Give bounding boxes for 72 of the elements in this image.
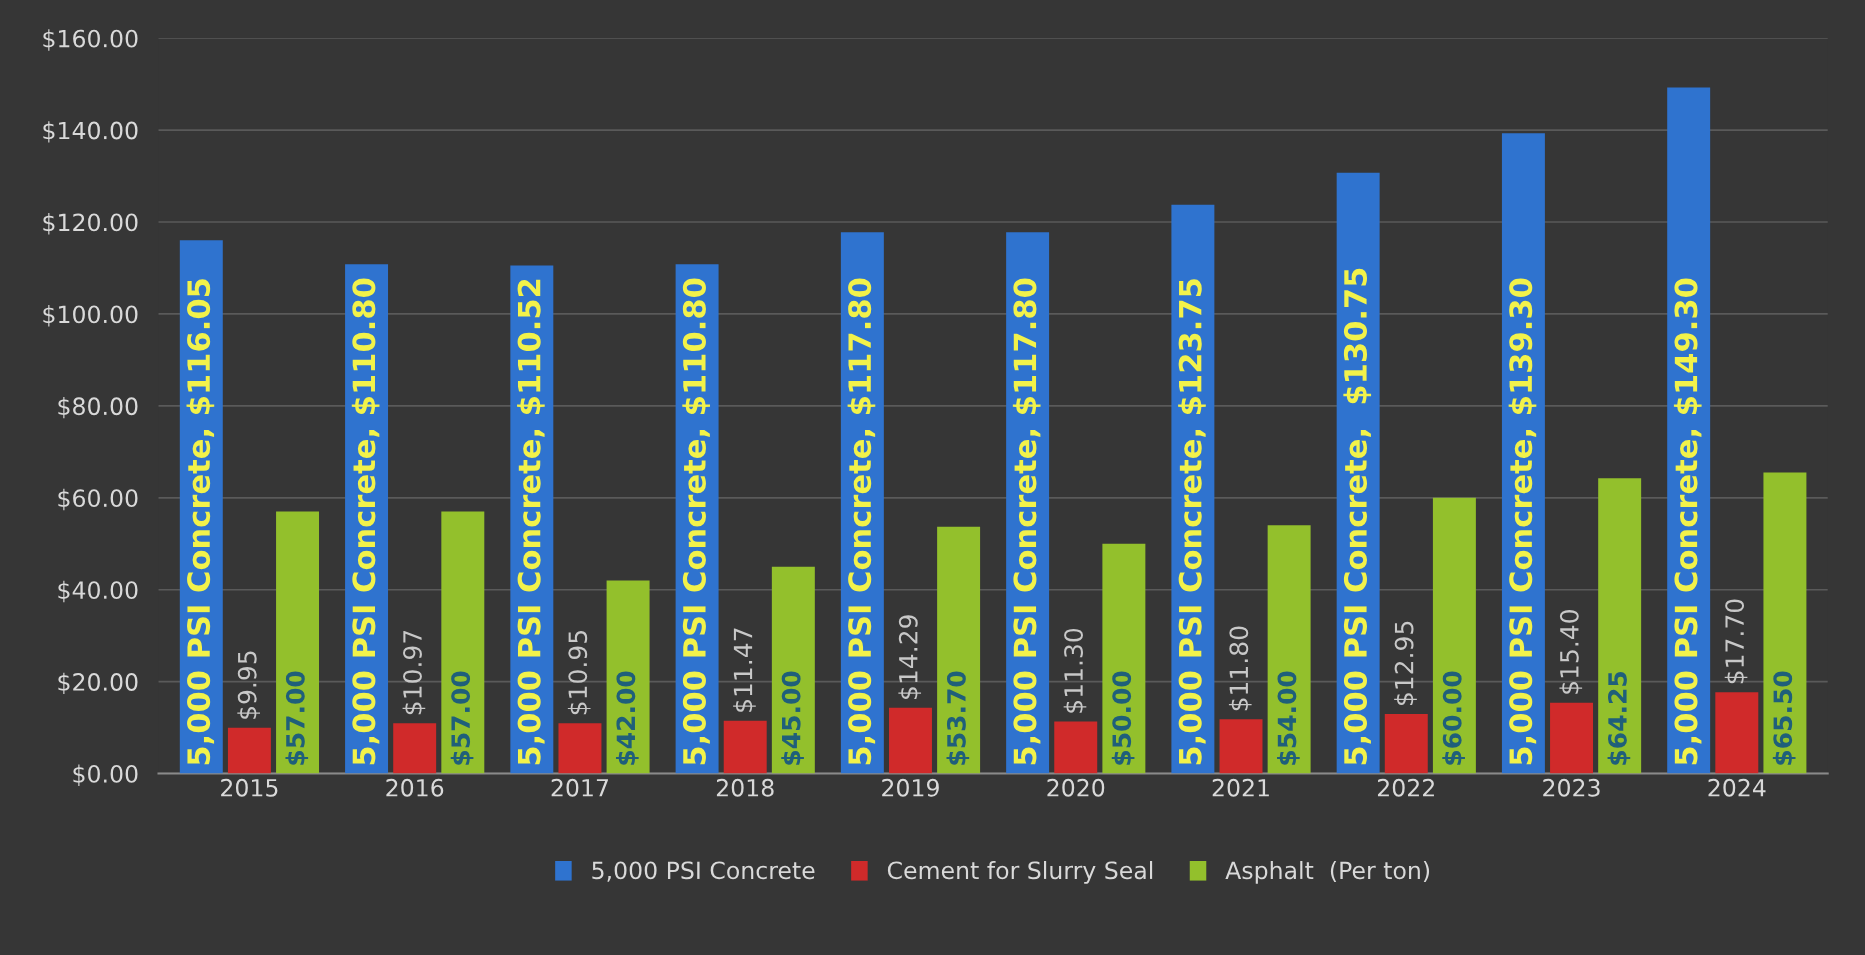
data-label: $9.95 xyxy=(237,651,260,719)
x-tick-label: 2023 xyxy=(1543,778,1600,797)
bar xyxy=(1763,472,1807,774)
data-label: $57.00 xyxy=(285,671,309,765)
data-label: 5,000 PSI Concrete, $130.75 xyxy=(1343,268,1372,765)
bar xyxy=(937,526,981,774)
y-tick-label: $100.00 xyxy=(43,304,138,327)
data-label: $57.00 xyxy=(450,671,474,765)
data-label: $65.50 xyxy=(1772,671,1796,765)
y-tick-label: $0.00 xyxy=(73,764,138,786)
bar xyxy=(276,511,320,774)
bar xyxy=(1102,543,1146,774)
y-tick-label: $20.00 xyxy=(58,672,138,695)
data-label: 5,000 PSI Concrete, $149.30 xyxy=(1673,278,1702,765)
y-tick-label: $40.00 xyxy=(58,580,138,603)
data-label: $60.00 xyxy=(1442,671,1465,765)
x-tick-label: 2020 xyxy=(1047,778,1105,797)
legend-label: 5,000 PSI Concrete xyxy=(592,861,815,882)
data-label: $50.00 xyxy=(1111,671,1135,765)
x-tick-label: 2016 xyxy=(386,778,444,797)
bar xyxy=(558,723,602,774)
data-label: $42.00 xyxy=(615,671,639,765)
data-label: $10.97 xyxy=(402,630,426,715)
data-label: $64.25 xyxy=(1607,671,1631,765)
y-tick-label: $60.00 xyxy=(58,488,138,511)
bar xyxy=(1219,719,1263,774)
data-label: $10.95 xyxy=(567,631,591,715)
y-tick-label: $80.00 xyxy=(58,396,138,419)
bar xyxy=(889,707,932,774)
data-label: $11.80 xyxy=(1228,626,1252,711)
bar xyxy=(227,727,271,774)
x-tick-label: 2024 xyxy=(1708,778,1766,797)
bar xyxy=(1550,702,1594,774)
legend-label: Asphalt (Per ton) xyxy=(1225,860,1430,884)
bar xyxy=(1715,692,1759,774)
y-tick-label: $120.00 xyxy=(43,213,138,235)
y-tick-label: $160.00 xyxy=(43,29,138,51)
bar xyxy=(606,580,650,774)
data-label: 5,000 PSI Concrete, $110.80 xyxy=(351,278,380,765)
bar xyxy=(1432,497,1476,774)
y-tick-label: $140.00 xyxy=(43,121,138,143)
x-tick-label: 2019 xyxy=(882,778,939,797)
bar xyxy=(771,566,815,774)
legend-label: Cement for Slurry Seal xyxy=(887,860,1153,884)
bar xyxy=(1598,478,1642,774)
data-label: 5,000 PSI Concrete, $123.75 xyxy=(1178,279,1206,765)
bar xyxy=(441,511,485,774)
data-label: $15.40 xyxy=(1559,610,1583,694)
data-label: $17.70 xyxy=(1724,599,1748,684)
x-tick-label: 2015 xyxy=(221,778,278,797)
data-label: $11.30 xyxy=(1063,628,1087,713)
x-tick-label: 2022 xyxy=(1377,778,1434,797)
data-label: 5,000 PSI Concrete, $117.80 xyxy=(847,278,876,765)
data-label: $45.00 xyxy=(781,671,804,765)
data-label: 5,000 PSI Concrete, $110.80 xyxy=(682,278,711,765)
bar xyxy=(1054,721,1098,774)
bar xyxy=(1267,525,1311,774)
data-label: 5,000 PSI Concrete, $110.52 xyxy=(517,279,545,765)
bar xyxy=(723,720,767,774)
x-tick-label: 2021 xyxy=(1212,778,1269,797)
bar xyxy=(393,723,437,774)
x-tick-label: 2018 xyxy=(716,778,774,797)
data-label: $11.47 xyxy=(733,628,756,712)
data-label: 5,000 PSI Concrete, $139.30 xyxy=(1508,278,1537,765)
data-label: $12.95 xyxy=(1394,621,1417,706)
data-label: 5,000 PSI Concrete, $116.05 xyxy=(186,279,215,765)
data-label: $54.00 xyxy=(1277,671,1300,765)
bar xyxy=(1384,714,1428,774)
x-tick-label: 2017 xyxy=(551,778,608,797)
data-label: $53.70 xyxy=(946,671,970,765)
data-label: 5,000 PSI Concrete, $117.80 xyxy=(1012,278,1041,765)
data-label: $14.29 xyxy=(898,615,922,699)
